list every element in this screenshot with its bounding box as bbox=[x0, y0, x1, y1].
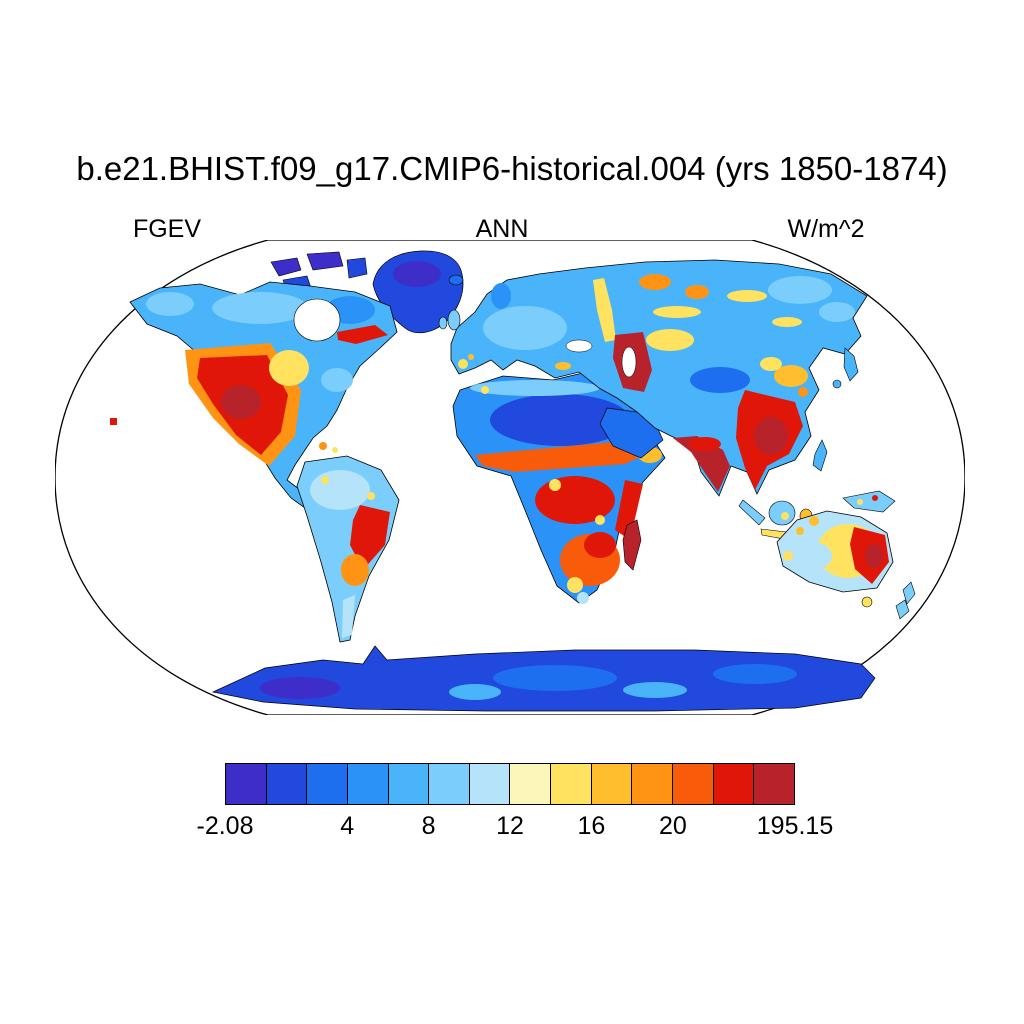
colorbar-box bbox=[387, 763, 430, 805]
colorbar-box bbox=[225, 763, 267, 805]
continent-south-america bbox=[296, 455, 400, 643]
sumatra bbox=[738, 499, 766, 526]
colorbar-tick-label: 20 bbox=[658, 812, 687, 840]
new-guinea bbox=[842, 490, 896, 513]
colorbar-box bbox=[428, 763, 470, 805]
colorbar-box bbox=[509, 763, 552, 805]
continent-north-america bbox=[110, 281, 398, 509]
colorbar-box bbox=[468, 763, 511, 805]
colorbar-tick-label: 195.15 bbox=[756, 812, 834, 840]
japan bbox=[832, 347, 859, 389]
season-label: ANN bbox=[475, 215, 529, 243]
variable-label: FGEV bbox=[132, 215, 202, 243]
continent-australia bbox=[776, 510, 894, 608]
colorbar-tick-label: 12 bbox=[496, 812, 524, 840]
new-zealand bbox=[895, 581, 916, 620]
colorbar-box bbox=[590, 763, 633, 805]
caspian-sea bbox=[621, 346, 637, 378]
colorbar-box bbox=[631, 763, 674, 805]
colorbar-tick-label: 4 bbox=[340, 812, 355, 840]
world-map bbox=[55, 240, 965, 715]
colorbar-box bbox=[550, 763, 592, 805]
tasmania bbox=[861, 596, 873, 608]
hudson-bay bbox=[293, 298, 341, 342]
colorbar-box bbox=[265, 763, 308, 805]
british-isles bbox=[438, 274, 464, 331]
maritime-southeast-asia bbox=[738, 439, 896, 540]
arctic-islands bbox=[270, 251, 368, 293]
borneo bbox=[768, 500, 796, 526]
units-label: W/m^2 bbox=[787, 215, 865, 243]
colorbar-tick-label: 16 bbox=[577, 812, 606, 840]
continent-antarctica bbox=[211, 645, 876, 712]
colorbar-box bbox=[346, 763, 389, 805]
colorbar-tick-label: 8 bbox=[421, 812, 436, 840]
iceland bbox=[448, 274, 464, 286]
black-sea bbox=[565, 339, 593, 353]
colorbar-box bbox=[672, 763, 714, 805]
plot-title: b.e21.BHIST.f09_g17.CMIP6-historical.004… bbox=[76, 150, 948, 187]
madagascar bbox=[622, 519, 642, 571]
continent-eurasia bbox=[450, 259, 868, 497]
hawaii-speck bbox=[110, 418, 117, 425]
philippines bbox=[812, 439, 828, 472]
colorbar-box bbox=[712, 763, 755, 805]
greenland bbox=[372, 250, 464, 334]
colorbar-box bbox=[753, 763, 795, 805]
colorbar bbox=[225, 763, 795, 805]
colorbar-tick-label: -2.08 bbox=[196, 812, 254, 840]
colorbar-box bbox=[306, 763, 348, 805]
